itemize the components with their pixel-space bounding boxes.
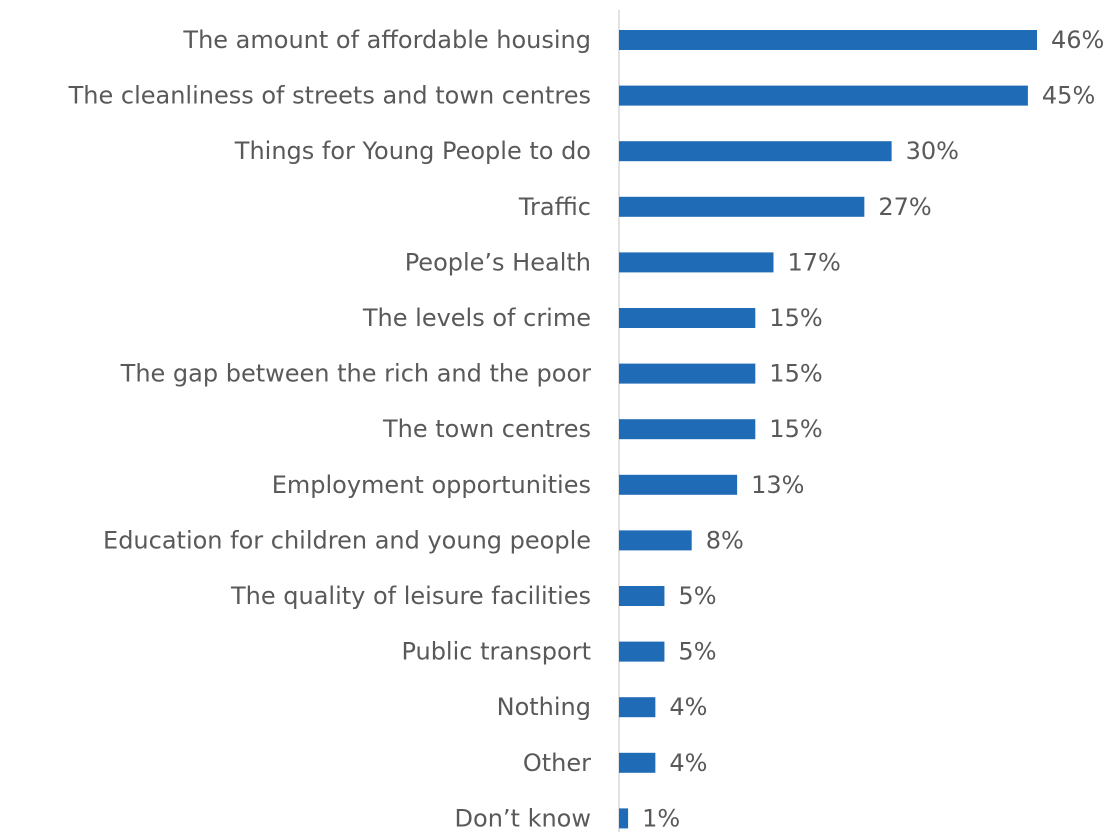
data-label: 46% [1051, 26, 1104, 54]
bar [619, 419, 756, 440]
bar [619, 252, 774, 273]
bar [619, 752, 656, 773]
category-label: The amount of affordable housing [182, 26, 591, 54]
bar [619, 697, 656, 718]
category-label: Don’t know [455, 804, 591, 832]
category-label: Things for Young People to do [234, 137, 591, 165]
category-label: Employment opportunities [272, 471, 591, 499]
bar [619, 196, 865, 217]
category-label: The levels of crime [362, 304, 591, 332]
category-labels: The amount of affordable housing The clea… [68, 26, 592, 832]
data-label: 27% [878, 193, 931, 221]
category-label: The cleanliness of streets and town cent… [68, 82, 591, 110]
data-label: 15% [769, 304, 822, 332]
bars [619, 30, 1037, 829]
data-label: 1% [642, 804, 680, 832]
value-labels: 46% 45% 30% 27% 17% 15% 15% 15% 13%8% 5% 5% 4% 4% 1% [642, 26, 1104, 832]
bar [619, 363, 756, 384]
bar [619, 308, 756, 328]
category-label: Traffic [518, 193, 591, 221]
data-label: 45% [1042, 82, 1095, 110]
data-label: 30% [906, 137, 959, 165]
bar [619, 30, 1037, 50]
bar [619, 586, 665, 606]
bar [619, 641, 665, 662]
bar [619, 85, 1028, 106]
category-label: The quality of leisure facilities [230, 582, 591, 610]
data-label: 15% [769, 360, 822, 388]
data-label: 15% [769, 415, 822, 443]
bar [619, 141, 892, 162]
bar [619, 474, 738, 495]
bar [619, 530, 692, 551]
category-label: The town centres [382, 415, 591, 443]
category-label: People’s Health [405, 248, 591, 276]
category-label: Education for children and young people [103, 526, 591, 554]
data-label: 5% [678, 638, 716, 666]
category-label: The gap between the rich and the poor [120, 360, 591, 388]
category-label: Other [523, 749, 591, 777]
category-label: Nothing [497, 693, 591, 721]
data-label: 13% [751, 471, 804, 499]
bar [619, 808, 629, 829]
data-label: 8% [706, 526, 744, 554]
data-label: 17% [787, 248, 840, 276]
data-label: 4% [669, 749, 707, 777]
data-label: 4% [669, 693, 707, 721]
category-label: Public transport [401, 638, 591, 666]
data-label: 5% [678, 582, 716, 610]
